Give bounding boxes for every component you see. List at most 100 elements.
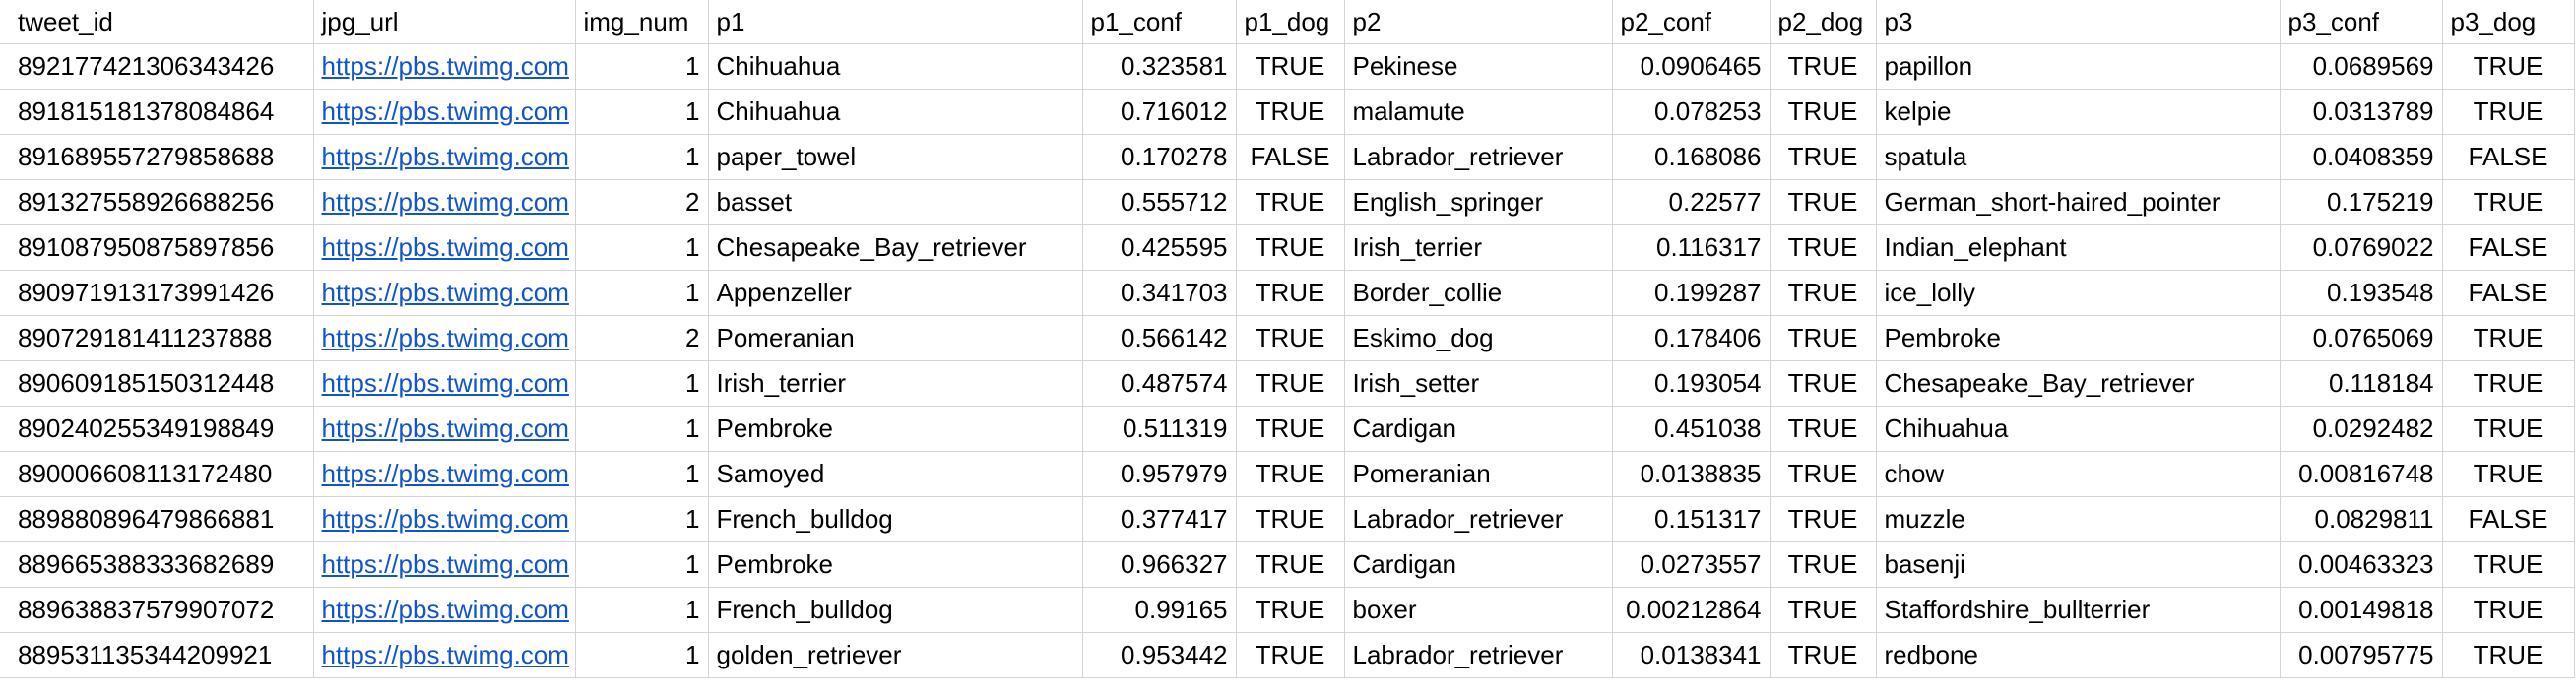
cell-p3-conf[interactable]: 0.00463323 bbox=[2280, 541, 2443, 588]
cell-p1[interactable]: Pembroke bbox=[708, 541, 1083, 588]
cell-img-num[interactable]: 1 bbox=[575, 451, 709, 497]
cell-p1-conf[interactable]: 0.99165 bbox=[1082, 587, 1237, 633]
cell-p3[interactable]: Indian_elephant bbox=[1876, 224, 2281, 271]
cell-p2[interactable]: Cardigan bbox=[1344, 541, 1613, 588]
cell-p2[interactable]: malamute bbox=[1344, 89, 1613, 135]
cell-tweet-id[interactable]: 890729181411237888 bbox=[0, 315, 314, 361]
cell-p3-dog[interactable]: TRUE bbox=[2442, 406, 2575, 452]
cell-p2-dog[interactable]: TRUE bbox=[1770, 360, 1877, 407]
cell-p3-conf[interactable]: 0.0689569 bbox=[2280, 43, 2443, 90]
cell-p2[interactable]: Border_collie bbox=[1344, 270, 1613, 316]
cell-p1[interactable]: Pomeranian bbox=[708, 315, 1083, 361]
cell-p2[interactable]: Irish_terrier bbox=[1344, 224, 1613, 271]
cell-p1-conf[interactable]: 0.487574 bbox=[1082, 360, 1237, 407]
cell-p1-dog[interactable]: FALSE bbox=[1236, 134, 1345, 180]
cell-img-num[interactable]: 1 bbox=[575, 89, 709, 135]
cell-p1-conf[interactable]: 0.957979 bbox=[1082, 451, 1237, 497]
cell-p3[interactable]: Pembroke bbox=[1876, 315, 2281, 361]
cell-p1[interactable]: French_bulldog bbox=[708, 496, 1083, 542]
cell-tweet-id[interactable]: 890240255349198849 bbox=[0, 406, 314, 452]
cell-p3-dog[interactable]: TRUE bbox=[2442, 43, 2575, 90]
column-header-p2-conf[interactable]: p2_conf bbox=[1612, 0, 1771, 44]
cell-p2-conf[interactable]: 0.22577 bbox=[1612, 179, 1771, 225]
cell-p3-conf[interactable]: 0.00149818 bbox=[2280, 587, 2443, 633]
cell-tweet-id[interactable]: 890609185150312448 bbox=[0, 360, 314, 407]
cell-link-jpg-url[interactable]: https://pbs.twimg.com bbox=[313, 89, 576, 135]
cell-p2-conf[interactable]: 0.193054 bbox=[1612, 360, 1771, 407]
cell-p1-dog[interactable]: TRUE bbox=[1236, 315, 1345, 361]
cell-p1[interactable]: Irish_terrier bbox=[708, 360, 1083, 407]
cell-p3-conf[interactable]: 0.175219 bbox=[2280, 179, 2443, 225]
cell-p3-conf[interactable]: 0.0313789 bbox=[2280, 89, 2443, 135]
cell-p2[interactable]: Labrador_retriever bbox=[1344, 496, 1613, 542]
cell-tweet-id[interactable]: 889880896479866881 bbox=[0, 496, 314, 542]
cell-link-jpg-url[interactable]: https://pbs.twimg.com bbox=[313, 224, 576, 271]
column-header-p2[interactable]: p2 bbox=[1344, 0, 1613, 44]
cell-link-jpg-url[interactable]: https://pbs.twimg.com bbox=[313, 406, 576, 452]
cell-p1[interactable]: golden_retriever bbox=[708, 632, 1083, 678]
cell-p3-dog[interactable]: FALSE bbox=[2442, 224, 2575, 271]
cell-tweet-id[interactable]: 889531135344209921 bbox=[0, 632, 314, 678]
cell-p3[interactable]: German_short-haired_pointer bbox=[1876, 179, 2281, 225]
cell-img-num[interactable]: 2 bbox=[575, 315, 709, 361]
cell-p3[interactable]: muzzle bbox=[1876, 496, 2281, 542]
cell-p1[interactable]: Chihuahua bbox=[708, 43, 1083, 90]
cell-link-jpg-url[interactable]: https://pbs.twimg.com bbox=[313, 360, 576, 407]
cell-img-num[interactable]: 1 bbox=[575, 406, 709, 452]
cell-p1-dog[interactable]: TRUE bbox=[1236, 360, 1345, 407]
cell-p1[interactable]: Samoyed bbox=[708, 451, 1083, 497]
cell-p2[interactable]: Eskimo_dog bbox=[1344, 315, 1613, 361]
cell-p1-conf[interactable]: 0.966327 bbox=[1082, 541, 1237, 588]
cell-img-num[interactable]: 1 bbox=[575, 224, 709, 271]
cell-p3-conf[interactable]: 0.0292482 bbox=[2280, 406, 2443, 452]
cell-p3-conf[interactable]: 0.00816748 bbox=[2280, 451, 2443, 497]
cell-p1-conf[interactable]: 0.716012 bbox=[1082, 89, 1237, 135]
cell-p1[interactable]: Chihuahua bbox=[708, 89, 1083, 135]
cell-link-jpg-url[interactable]: https://pbs.twimg.com bbox=[313, 315, 576, 361]
cell-p2-dog[interactable]: TRUE bbox=[1770, 89, 1877, 135]
cell-p2-conf[interactable]: 0.00212864 bbox=[1612, 587, 1771, 633]
cell-p2[interactable]: Pomeranian bbox=[1344, 451, 1613, 497]
cell-p3-dog[interactable]: TRUE bbox=[2442, 587, 2575, 633]
cell-p1-dog[interactable]: TRUE bbox=[1236, 179, 1345, 225]
cell-p3-conf[interactable]: 0.0765069 bbox=[2280, 315, 2443, 361]
cell-link-jpg-url[interactable]: https://pbs.twimg.com bbox=[313, 179, 576, 225]
cell-p3-dog[interactable]: TRUE bbox=[2442, 315, 2575, 361]
cell-img-num[interactable]: 1 bbox=[575, 587, 709, 633]
cell-p2[interactable]: Labrador_retriever bbox=[1344, 134, 1613, 180]
cell-p3-dog[interactable]: TRUE bbox=[2442, 632, 2575, 678]
cell-link-jpg-url[interactable]: https://pbs.twimg.com bbox=[313, 541, 576, 588]
cell-p1-dog[interactable]: TRUE bbox=[1236, 496, 1345, 542]
cell-tweet-id[interactable]: 889638837579907072 bbox=[0, 587, 314, 633]
cell-p1-dog[interactable]: TRUE bbox=[1236, 270, 1345, 316]
cell-p2-dog[interactable]: TRUE bbox=[1770, 315, 1877, 361]
column-header-p1-dog[interactable]: p1_dog bbox=[1236, 0, 1345, 44]
cell-link-jpg-url[interactable]: https://pbs.twimg.com bbox=[313, 496, 576, 542]
cell-p3[interactable]: basenji bbox=[1876, 541, 2281, 588]
cell-p3-conf[interactable]: 0.00795775 bbox=[2280, 632, 2443, 678]
cell-p2-conf[interactable]: 0.178406 bbox=[1612, 315, 1771, 361]
cell-p3-dog[interactable]: TRUE bbox=[2442, 179, 2575, 225]
column-header-tweet-id[interactable]: tweet_id bbox=[0, 0, 314, 44]
cell-p2-dog[interactable]: TRUE bbox=[1770, 406, 1877, 452]
cell-p3-conf[interactable]: 0.0829811 bbox=[2280, 496, 2443, 542]
cell-p2-conf[interactable]: 0.0906465 bbox=[1612, 43, 1771, 90]
cell-p1-conf[interactable]: 0.377417 bbox=[1082, 496, 1237, 542]
cell-p1-conf[interactable]: 0.953442 bbox=[1082, 632, 1237, 678]
cell-p1-conf[interactable]: 0.425595 bbox=[1082, 224, 1237, 271]
cell-link-jpg-url[interactable]: https://pbs.twimg.com bbox=[313, 43, 576, 90]
cell-link-jpg-url[interactable]: https://pbs.twimg.com bbox=[313, 451, 576, 497]
cell-p3-dog[interactable]: TRUE bbox=[2442, 360, 2575, 407]
cell-p2[interactable]: boxer bbox=[1344, 587, 1613, 633]
cell-p2-conf[interactable]: 0.0273557 bbox=[1612, 541, 1771, 588]
cell-p1[interactable]: basset bbox=[708, 179, 1083, 225]
column-header-img-num[interactable]: img_num bbox=[575, 0, 709, 44]
cell-p1-conf[interactable]: 0.341703 bbox=[1082, 270, 1237, 316]
cell-p1[interactable]: paper_towel bbox=[708, 134, 1083, 180]
cell-p2-dog[interactable]: TRUE bbox=[1770, 270, 1877, 316]
cell-p2-conf[interactable]: 0.078253 bbox=[1612, 89, 1771, 135]
column-header-p1[interactable]: p1 bbox=[708, 0, 1083, 44]
cell-p2-dog[interactable]: TRUE bbox=[1770, 496, 1877, 542]
column-header-p3-dog[interactable]: p3_dog bbox=[2442, 0, 2575, 44]
cell-p1-conf[interactable]: 0.323581 bbox=[1082, 43, 1237, 90]
